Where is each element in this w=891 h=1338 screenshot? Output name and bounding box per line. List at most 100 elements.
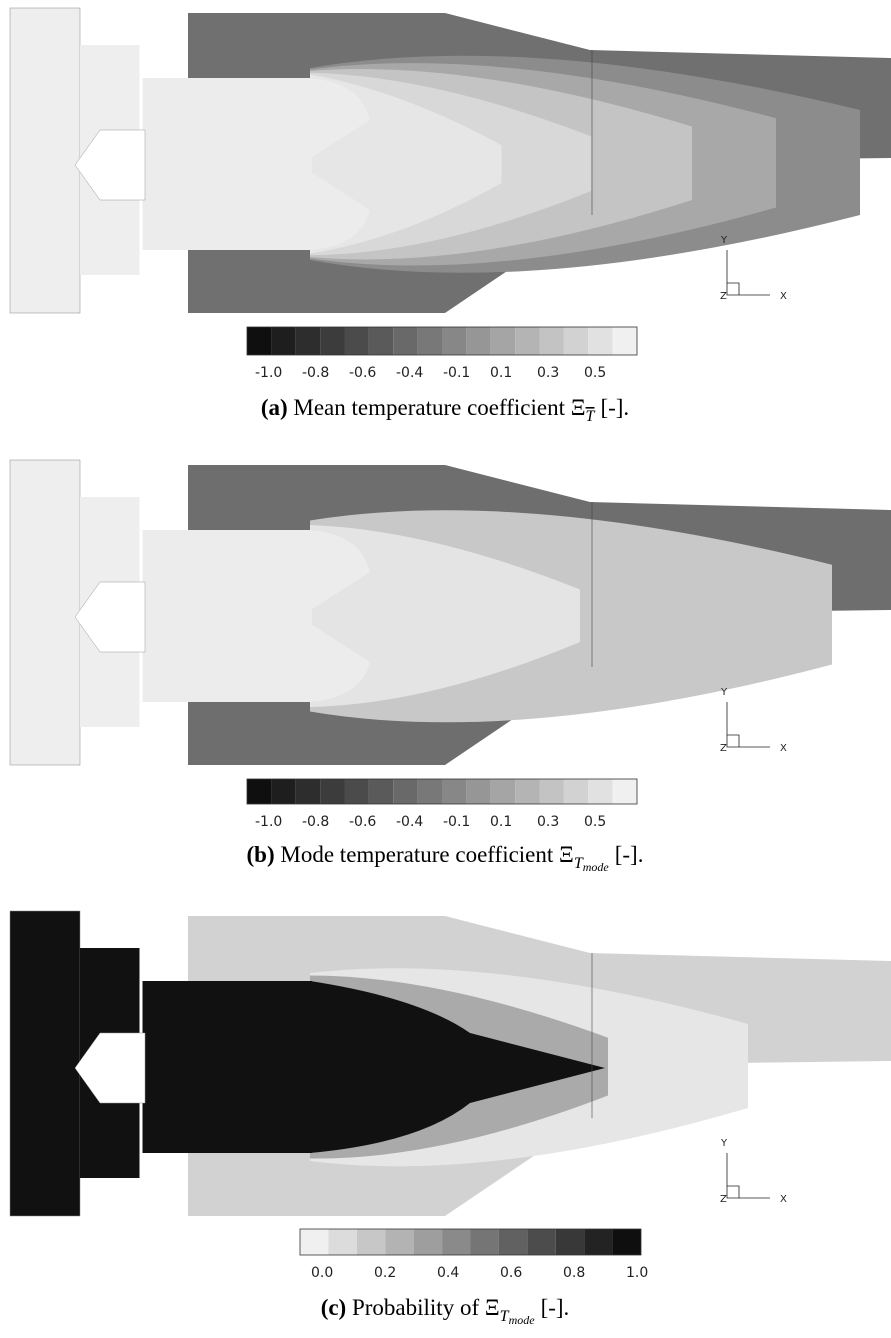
colorbar-swatch [344, 779, 369, 804]
caption-subsubscript: mode [509, 1313, 536, 1327]
colorbar-tick-label: 1.0 [626, 1265, 648, 1281]
axis-triad [726, 250, 770, 296]
colorbar-tick-label: 0.2 [374, 1265, 396, 1281]
colorbar-swatch [555, 1229, 585, 1255]
colorbar-frame [246, 778, 638, 805]
contour-plot: Y X Z [9, 910, 891, 1217]
colorbar-tick-label: -0.4 [396, 814, 423, 830]
core-lobe [300, 78, 370, 250]
colorbar-swatch [584, 1229, 613, 1255]
caption: (a) Mean temperature coefficient ΞT [-]. [261, 395, 629, 425]
colorbar-swatch [344, 327, 369, 355]
core-lobe [300, 530, 370, 702]
block [9, 459, 81, 766]
colorbar-swatch [612, 327, 637, 355]
colorbar-tick-label: -1.0 [255, 814, 282, 830]
colorbar-swatch [413, 1229, 443, 1255]
colorbar-swatch [612, 1229, 641, 1255]
colorbar-tick-label: 0.8 [563, 1265, 585, 1281]
colorbar-tick-label: 0.4 [437, 1265, 459, 1281]
colorbar-swatch [417, 327, 442, 355]
colorbar-swatch [356, 1229, 386, 1255]
colorbar-swatch [271, 779, 296, 804]
colorbar-tick-label: 0.5 [584, 814, 606, 830]
colorbar-swatch [295, 779, 321, 804]
axis-label-z: Z [720, 291, 727, 302]
colorbar-swatch [490, 779, 516, 804]
colorbar-swatch [368, 779, 394, 804]
colorbar-swatch [515, 327, 540, 355]
colorbar-swatch [393, 327, 418, 355]
colorbar-swatch [563, 327, 589, 355]
colorbar-tick-label: -0.1 [443, 814, 470, 830]
colorbar-swatch [442, 327, 467, 355]
colorbar-tick-label: 0.3 [537, 365, 559, 381]
core [142, 981, 312, 1153]
axis-label-x: X [780, 1194, 787, 1205]
caption-subscript: T [574, 855, 584, 872]
caption-subsubscript: mode [583, 860, 610, 874]
colorbar-swatch [539, 327, 564, 355]
colorbar-tick-label: -0.1 [443, 365, 470, 381]
colorbar-tick-label: -0.8 [302, 814, 329, 830]
colorbar-swatch [442, 779, 467, 804]
nozzle [74, 1032, 146, 1104]
colorbar-swatch [417, 779, 442, 804]
colorbar-frame [299, 1228, 642, 1256]
colorbar-swatch [442, 1229, 471, 1255]
colorbar-swatch [470, 1229, 499, 1255]
colorbar-swatch [247, 327, 272, 355]
colorbar-swatch [490, 327, 516, 355]
caption-text: Mode temperature coefficient [280, 842, 553, 867]
colorbar-swatch [393, 779, 418, 804]
axis-label-z: Z [720, 743, 727, 754]
colorbar-tick-label: 0.5 [584, 365, 606, 381]
axis-label-y: Y [720, 687, 728, 698]
colorbar-swatch [539, 779, 564, 804]
caption-text: Probability of [352, 1295, 479, 1320]
nozzle [74, 129, 146, 201]
colorbar-tick-label: -0.8 [302, 365, 329, 381]
core [142, 530, 312, 702]
caption: (b) Mode temperature coefficient ΞTmode [… [247, 842, 644, 874]
colorbar-swatch [527, 1229, 556, 1255]
colorbar-tick-label: -0.6 [349, 814, 376, 830]
axis-label-x: X [780, 291, 787, 302]
caption-symbol: Ξ [559, 842, 574, 867]
colorbar-frame [246, 326, 638, 356]
caption-symbol: Ξ [485, 1295, 500, 1320]
colorbar-tick-label: 0.6 [500, 1265, 522, 1281]
axis-label-y: Y [720, 235, 728, 246]
colorbar-swatch [328, 1229, 357, 1255]
colorbar-tick-label: 0.1 [490, 365, 512, 381]
colorbar-tick-label: -0.6 [349, 365, 376, 381]
caption-label: (a) [261, 395, 288, 420]
caption-suffix: [-]. [541, 1295, 570, 1320]
colorbar-swatch [368, 327, 394, 355]
colorbar-swatch [612, 779, 637, 804]
block [9, 910, 81, 1217]
block [9, 7, 81, 314]
caption: (c) Probability of ΞTmode [-]. [321, 1295, 570, 1327]
caption-suffix: [-]. [615, 842, 644, 867]
colorbar-tick-label: 0.0 [311, 1265, 333, 1281]
colorbar-swatch [320, 327, 345, 355]
colorbar-swatch [271, 327, 296, 355]
contour-plot: Y X Z [9, 459, 891, 766]
colorbar-tick-label: 0.1 [490, 814, 512, 830]
contour-plot: Y X Z [9, 7, 891, 314]
caption-subscript: T [586, 408, 596, 425]
colorbar-swatch [320, 779, 345, 804]
colorbar-swatch [247, 779, 272, 804]
colorbar-swatch [515, 779, 540, 804]
colorbar-swatch [563, 779, 589, 804]
caption-label: (c) [321, 1295, 347, 1320]
colorbar-swatch [300, 1229, 329, 1255]
caption-label: (b) [247, 842, 275, 867]
colorbar-swatch [385, 1229, 414, 1255]
colorbar-swatch [588, 327, 613, 355]
colorbar-swatch [498, 1229, 528, 1255]
nozzle [74, 581, 146, 653]
colorbar-swatch [466, 779, 491, 804]
